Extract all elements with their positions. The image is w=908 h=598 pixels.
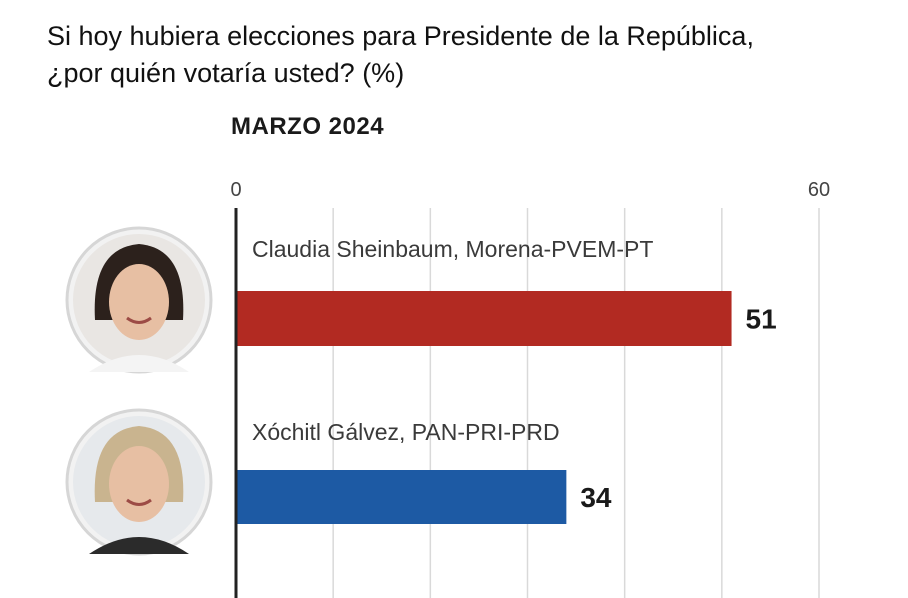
candidate-label: Claudia Sheinbaum, Morena-PVEM-PT [252, 236, 653, 262]
question-line-1: Si hoy hubiera elecciones para President… [47, 21, 754, 51]
survey-period: MARZO 2024 [231, 113, 385, 140]
chart-question: Si hoy hubiera elecciones para President… [47, 18, 887, 92]
question-line-2: ¿por quién votaría usted? (%) [47, 58, 405, 88]
data-label: 51 [746, 304, 777, 335]
x-tick-label: 0 [230, 179, 241, 201]
candidate-portrait-icon [65, 226, 213, 374]
data-label: 34 [580, 482, 612, 513]
candidate-label: Xóchitl Gálvez, PAN-PRI-PRD [252, 419, 560, 445]
candidate-portrait-icon [65, 408, 213, 556]
bar [236, 291, 732, 346]
x-tick-label: 60 [808, 179, 830, 201]
bar [236, 470, 567, 524]
